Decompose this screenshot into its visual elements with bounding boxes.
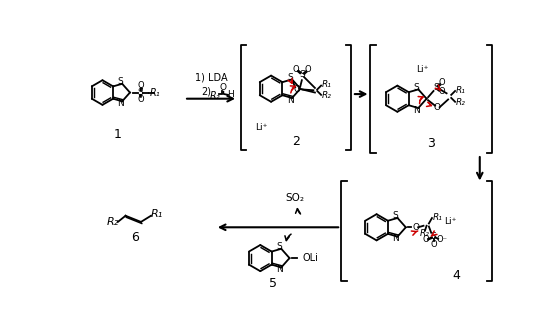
Text: N: N <box>287 96 293 105</box>
Text: O: O <box>138 95 145 104</box>
Text: O: O <box>422 235 429 244</box>
Text: S: S <box>276 242 282 251</box>
Text: Li⁺: Li⁺ <box>255 123 267 132</box>
Text: O: O <box>434 103 441 112</box>
Text: 2: 2 <box>293 135 300 147</box>
Text: O⁻: O⁻ <box>437 235 448 244</box>
Text: O: O <box>305 65 311 74</box>
Text: 2): 2) <box>201 86 211 96</box>
Text: O: O <box>219 83 226 92</box>
Text: O: O <box>412 223 419 232</box>
Text: S: S <box>117 77 123 86</box>
Text: R₂: R₂ <box>456 98 466 107</box>
Text: O: O <box>439 78 446 87</box>
Text: S: S <box>433 83 439 92</box>
Text: N: N <box>413 106 420 115</box>
Text: 1: 1 <box>114 128 122 141</box>
Text: 6: 6 <box>131 231 139 244</box>
Text: R₁: R₁ <box>151 209 163 219</box>
Text: R₂: R₂ <box>210 90 220 100</box>
Text: N: N <box>117 99 124 108</box>
Text: R₂: R₂ <box>420 229 430 238</box>
Text: ⁻: ⁻ <box>290 85 296 95</box>
Text: R₁: R₁ <box>433 213 443 222</box>
Text: H: H <box>227 90 234 99</box>
Text: R₂: R₂ <box>106 217 119 227</box>
Text: S: S <box>287 72 293 81</box>
Text: N: N <box>276 265 283 274</box>
Text: R₁: R₁ <box>456 86 466 95</box>
Text: O: O <box>293 65 299 74</box>
Text: R₁: R₁ <box>322 80 332 89</box>
Text: S: S <box>138 88 144 97</box>
Text: S: S <box>414 83 419 91</box>
Text: O: O <box>439 87 446 96</box>
Text: Li⁺: Li⁺ <box>416 65 429 74</box>
Text: Li⁺: Li⁺ <box>444 217 456 226</box>
Text: R₂: R₂ <box>322 91 332 100</box>
Text: SO₂: SO₂ <box>285 193 305 203</box>
Text: S: S <box>299 70 305 79</box>
Text: 1) LDA: 1) LDA <box>195 72 227 82</box>
Text: S: S <box>431 232 436 241</box>
Text: N: N <box>392 234 399 243</box>
Text: O: O <box>430 240 437 249</box>
Text: O: O <box>293 85 300 94</box>
Text: O: O <box>138 81 145 90</box>
Text: 3: 3 <box>427 137 435 150</box>
Text: 4: 4 <box>453 269 460 282</box>
Text: S: S <box>393 211 398 220</box>
Text: 5: 5 <box>268 277 277 290</box>
Text: OLi: OLi <box>302 253 318 263</box>
Text: R₁: R₁ <box>150 88 161 98</box>
